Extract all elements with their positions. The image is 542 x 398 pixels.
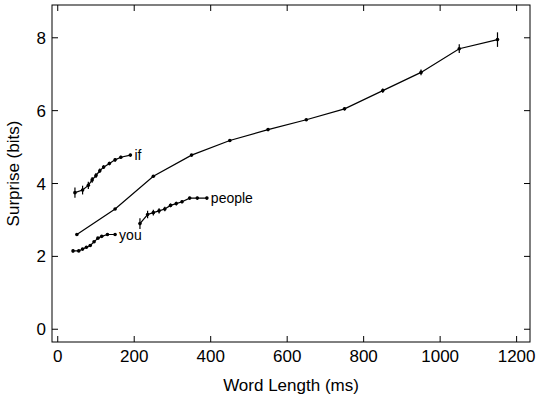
point — [152, 211, 156, 215]
y-tick — [52, 37, 58, 38]
y-tick — [524, 37, 530, 38]
point — [343, 107, 347, 111]
series-line — [77, 40, 498, 235]
x-tick-label: 1000 — [421, 347, 459, 366]
point — [75, 233, 79, 237]
point — [188, 196, 192, 200]
series-line — [75, 155, 130, 193]
y-tick-label: 4 — [37, 175, 46, 194]
point — [98, 169, 102, 173]
point — [196, 196, 200, 200]
point — [152, 174, 156, 178]
x-tick — [516, 5, 517, 11]
x-tick-label: 600 — [273, 347, 301, 366]
point — [96, 236, 100, 240]
point — [100, 235, 104, 239]
y-tick — [52, 256, 58, 257]
point — [113, 233, 117, 237]
point — [190, 153, 194, 157]
x-tick-label: 1200 — [498, 347, 536, 366]
x-tick — [287, 5, 288, 11]
x-tick — [440, 5, 441, 11]
point — [113, 207, 117, 211]
point — [146, 213, 150, 217]
x-tick — [134, 5, 135, 11]
point — [77, 249, 81, 253]
x-tick-label: 200 — [120, 347, 148, 366]
point — [119, 155, 123, 159]
point — [381, 89, 385, 93]
point — [90, 178, 94, 182]
x-tick-label: 800 — [349, 347, 377, 366]
y-tick — [52, 329, 58, 330]
point — [174, 202, 178, 206]
y-tick-label: 2 — [37, 247, 46, 266]
point — [106, 233, 110, 237]
series-line — [73, 235, 115, 251]
point — [157, 209, 161, 213]
y-tick — [524, 110, 530, 111]
point — [94, 174, 98, 178]
chart: 0 200 400 600 800 1000 1200 0 2 4 6 8 Word Length (m… — [0, 0, 542, 398]
x-tick-label: 0 — [53, 347, 62, 366]
point — [92, 240, 96, 244]
series-annotation: you — [119, 227, 142, 243]
point — [228, 139, 232, 143]
point — [266, 128, 270, 132]
x-tick — [363, 336, 364, 342]
series-line — [140, 198, 207, 224]
point — [81, 188, 85, 192]
x-axis-label: Word Length (ms) — [223, 376, 359, 395]
point — [138, 222, 142, 226]
y-axis-label: Surprise (bits) — [4, 121, 23, 227]
plot-frame — [52, 5, 530, 342]
point — [88, 244, 92, 248]
x-tick — [57, 336, 58, 342]
point — [81, 247, 85, 251]
y-tick-label: 6 — [37, 102, 46, 121]
point — [102, 165, 106, 169]
point — [304, 118, 308, 122]
point — [87, 184, 91, 188]
point — [419, 71, 423, 75]
y-tick — [52, 110, 58, 111]
x-tick — [134, 336, 135, 342]
series-annotation: if — [134, 147, 141, 163]
x-tick — [210, 5, 211, 11]
x-tick — [516, 336, 517, 342]
x-tick — [440, 336, 441, 342]
y-tick-label: 0 — [37, 320, 46, 339]
point — [113, 158, 117, 162]
x-tick — [57, 5, 58, 11]
x-tick — [363, 5, 364, 11]
point — [108, 162, 112, 166]
plot-area — [71, 32, 499, 252]
point — [129, 153, 133, 157]
point — [163, 207, 167, 211]
point — [180, 200, 184, 204]
x-tick — [210, 336, 211, 342]
x-tick-label: 400 — [197, 347, 225, 366]
point — [71, 249, 75, 253]
y-tick — [52, 183, 58, 184]
series-annotation: people — [211, 190, 253, 206]
x-tick — [287, 336, 288, 342]
point — [73, 191, 77, 195]
point — [457, 47, 461, 51]
point — [496, 38, 500, 42]
point — [205, 196, 209, 200]
point — [169, 204, 173, 208]
point — [85, 245, 89, 249]
y-tick — [524, 256, 530, 257]
y-tick — [524, 183, 530, 184]
y-tick — [524, 329, 530, 330]
y-tick-label: 8 — [37, 29, 46, 48]
